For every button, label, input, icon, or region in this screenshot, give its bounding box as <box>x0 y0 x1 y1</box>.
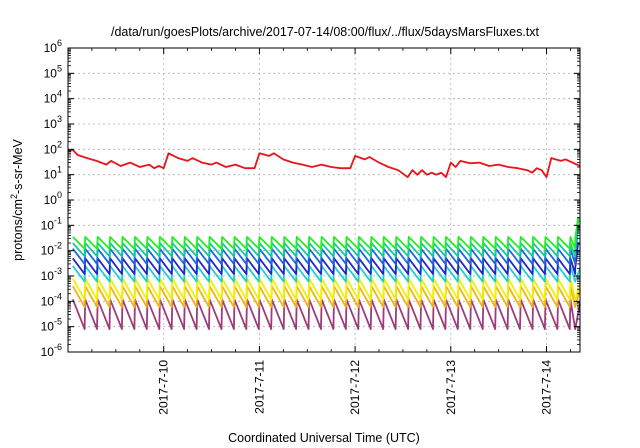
series-line <box>67 149 581 178</box>
y-tick-label: 103 <box>44 114 62 131</box>
series-line <box>72 216 581 250</box>
series-line <box>72 277 581 301</box>
y-axis-label: protons/cm2-s-sr-MeV <box>9 138 25 260</box>
y-tick-label: 101 <box>44 165 62 182</box>
y-axis-ticks: 106 105 104 103 102 101 100 10-1 10-2 10-3 10-4 10-… <box>41 38 580 359</box>
y-tick-label: 105 <box>44 63 62 80</box>
x-tick-label: 2017-7-14 <box>540 360 554 415</box>
y-tick-label: 102 <box>44 139 62 156</box>
x-tick-label: 2017-7-12 <box>348 360 362 415</box>
x-tick-label: 2017-7-13 <box>444 360 458 415</box>
x-axis-ticks: 2017-7-10 2017-7-11 2017-7-12 2017-7-13 2017… <box>91 48 571 415</box>
y-tick-label: 10-1 <box>41 215 62 232</box>
x-tick-label: 2017-7-11 <box>252 360 266 414</box>
y-tick-label: 104 <box>44 89 62 106</box>
y-tick-label: 10-3 <box>41 266 62 283</box>
y-tick-label: 10-4 <box>41 291 62 308</box>
grid <box>68 48 580 352</box>
y-tick-label: 106 <box>44 38 62 55</box>
series-line <box>71 298 581 330</box>
y-tick-label: 100 <box>44 190 62 207</box>
series-group <box>67 149 581 330</box>
y-tick-label: 10-6 <box>41 342 62 359</box>
chart-title: /data/run/goesPlots/archive/2017-07-14/0… <box>111 25 540 39</box>
y-tick-label: 10-2 <box>41 241 62 258</box>
y-tick-label: 10-5 <box>41 317 62 334</box>
x-tick-label: 2017-7-10 <box>157 360 171 415</box>
x-axis-label: Coordinated Universal Time (UTC) <box>228 431 420 445</box>
